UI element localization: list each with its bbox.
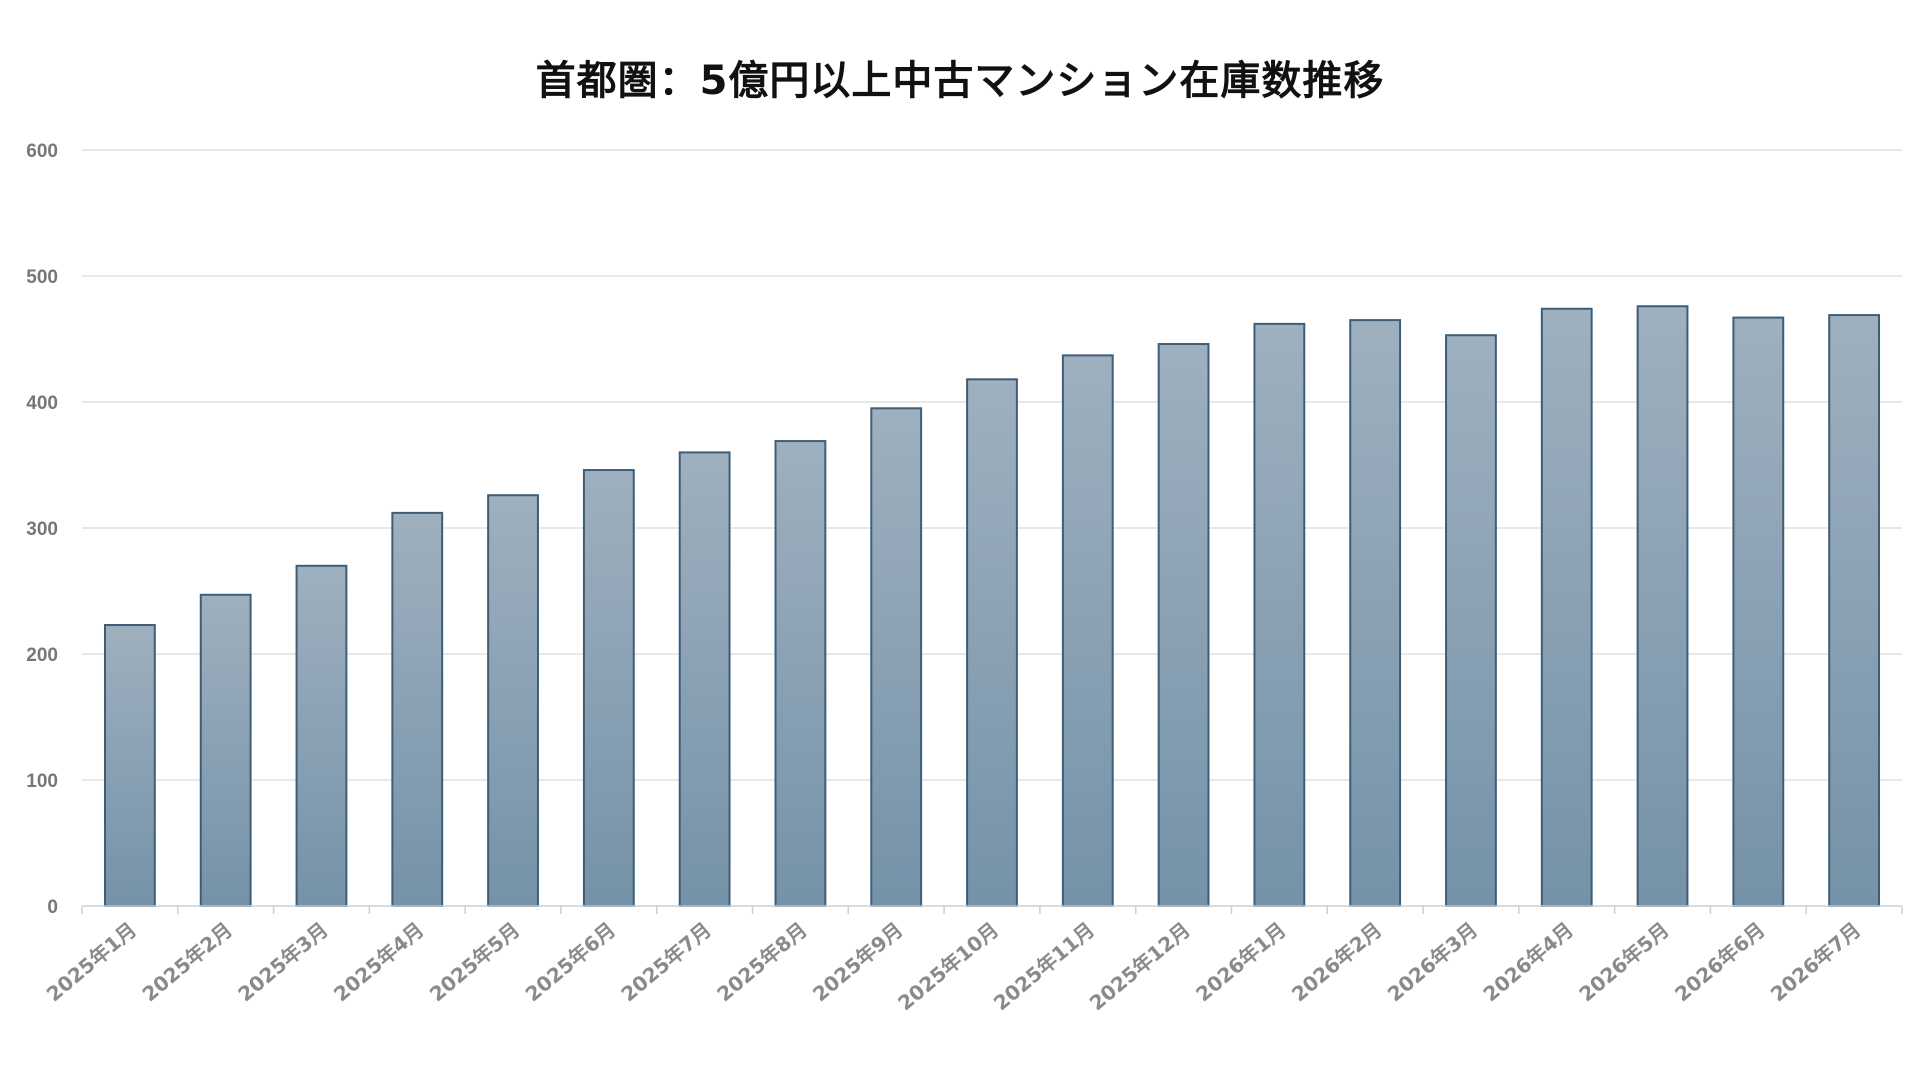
x-tick-label: 2025年1月 [42,917,141,1006]
x-tick-label: 2025年8月 [712,917,811,1006]
bar [678,451,731,907]
axes [81,905,1903,914]
bar [582,469,635,907]
bar [487,494,539,907]
bar [1061,354,1114,907]
y-tick-label: 500 [26,267,58,288]
bar [1828,314,1881,907]
y-tick-label: 300 [26,519,58,540]
y-tick-labels: 0 100 200 300 400 500 600 [26,141,58,918]
y-tick-label: 400 [26,393,58,414]
x-tick-label: 2026年4月 [1479,917,1578,1006]
x-tick-label: 2025年9月 [808,917,907,1006]
x-tick-label: 2026年6月 [1670,917,1769,1006]
bar [1445,334,1497,908]
y-tick-label: 100 [26,771,58,792]
x-tick-label: 2025年4月 [329,917,428,1006]
x-tick-label: 2026年2月 [1287,917,1386,1006]
bar [1253,322,1306,907]
x-tick-label: 2025年10月 [893,917,1003,1015]
bar [1636,305,1689,907]
bar [1540,307,1593,907]
x-tick-label: 2025年3月 [233,917,332,1006]
x-tick-label: 2026年7月 [1766,917,1865,1006]
bar [774,440,827,907]
x-tick-label: 2025年11月 [989,917,1099,1015]
bar [391,511,444,907]
bar [1732,316,1785,907]
x-tick-label: 2026年5月 [1574,917,1673,1006]
y-tick-label: 600 [26,141,58,162]
bar [1157,343,1210,908]
bar [199,593,252,908]
x-tick-label: 2025年7月 [616,917,715,1006]
y-tick-label: 200 [26,645,58,666]
x-tick-label: 2025年6月 [521,917,620,1006]
x-tick-labels: 2025年1月2025年2月2025年3月2025年4月2025年5月2025年… [42,917,1866,1015]
y-tick-label: 0 [47,897,58,918]
x-tick-label: 2026年3月 [1383,917,1482,1006]
bars [103,305,1881,908]
chart-title: 首都圏：5億円以上中古マンション在庫数推移 [535,58,1385,104]
bar [103,624,156,908]
x-tick-label: 2025年12月 [1085,917,1195,1015]
bar [870,407,923,907]
x-tick-label: 2025年5月 [425,917,524,1006]
x-tick-label: 2025年2月 [138,917,237,1006]
bar [1349,319,1402,908]
x-tick-label: 2026年1月 [1191,917,1290,1006]
bar [295,564,348,907]
bar [966,378,1018,907]
